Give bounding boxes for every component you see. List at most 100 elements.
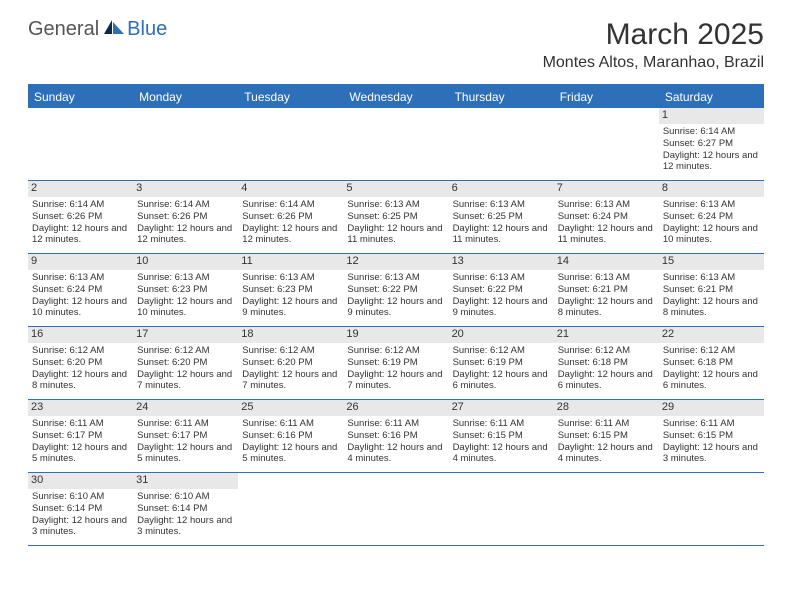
sunset-text: Sunset: 6:22 PM bbox=[347, 284, 444, 296]
day-cell: 10Sunrise: 6:13 AMSunset: 6:23 PMDayligh… bbox=[133, 254, 238, 326]
daylight-text: Daylight: 12 hours and 9 minutes. bbox=[347, 296, 444, 320]
weekday-header: Sunday bbox=[28, 86, 133, 108]
day-cell: 7Sunrise: 6:13 AMSunset: 6:24 PMDaylight… bbox=[554, 181, 659, 253]
daylight-text: Daylight: 12 hours and 5 minutes. bbox=[32, 442, 129, 466]
daylight-text: Daylight: 12 hours and 9 minutes. bbox=[242, 296, 339, 320]
day-number: 4 bbox=[238, 181, 343, 197]
sunrise-text: Sunrise: 6:12 AM bbox=[453, 345, 550, 357]
daylight-text: Daylight: 12 hours and 3 minutes. bbox=[663, 442, 760, 466]
day-number: 3 bbox=[133, 181, 238, 197]
sunrise-text: Sunrise: 6:13 AM bbox=[347, 272, 444, 284]
logo-text-general: General bbox=[28, 18, 99, 41]
day-cell: 21Sunrise: 6:12 AMSunset: 6:18 PMDayligh… bbox=[554, 327, 659, 399]
day-number: 9 bbox=[28, 254, 133, 270]
week-row: 23Sunrise: 6:11 AMSunset: 6:17 PMDayligh… bbox=[28, 400, 764, 473]
day-cell bbox=[343, 108, 448, 180]
day-number: 1 bbox=[659, 108, 764, 124]
weeks-container: 1Sunrise: 6:14 AMSunset: 6:27 PMDaylight… bbox=[28, 108, 764, 546]
day-number: 14 bbox=[554, 254, 659, 270]
weekday-header-row: Sunday Monday Tuesday Wednesday Thursday… bbox=[28, 86, 764, 108]
sunrise-text: Sunrise: 6:12 AM bbox=[137, 345, 234, 357]
weekday-header: Friday bbox=[554, 86, 659, 108]
sunset-text: Sunset: 6:21 PM bbox=[558, 284, 655, 296]
sunset-text: Sunset: 6:26 PM bbox=[32, 211, 129, 223]
daylight-text: Daylight: 12 hours and 5 minutes. bbox=[242, 442, 339, 466]
day-number: 21 bbox=[554, 327, 659, 343]
day-cell: 13Sunrise: 6:13 AMSunset: 6:22 PMDayligh… bbox=[449, 254, 554, 326]
sunrise-text: Sunrise: 6:14 AM bbox=[32, 199, 129, 211]
day-cell: 26Sunrise: 6:11 AMSunset: 6:16 PMDayligh… bbox=[343, 400, 448, 472]
day-number: 25 bbox=[238, 400, 343, 416]
day-cell: 14Sunrise: 6:13 AMSunset: 6:21 PMDayligh… bbox=[554, 254, 659, 326]
day-number: 16 bbox=[28, 327, 133, 343]
day-cell: 23Sunrise: 6:11 AMSunset: 6:17 PMDayligh… bbox=[28, 400, 133, 472]
day-number: 10 bbox=[133, 254, 238, 270]
sunrise-text: Sunrise: 6:11 AM bbox=[32, 418, 129, 430]
day-cell: 8Sunrise: 6:13 AMSunset: 6:24 PMDaylight… bbox=[659, 181, 764, 253]
title-block: March 2025 Montes Altos, Maranhao, Brazi… bbox=[543, 18, 764, 72]
daylight-text: Daylight: 12 hours and 8 minutes. bbox=[663, 296, 760, 320]
day-cell: 18Sunrise: 6:12 AMSunset: 6:20 PMDayligh… bbox=[238, 327, 343, 399]
weekday-header: Monday bbox=[133, 86, 238, 108]
daylight-text: Daylight: 12 hours and 7 minutes. bbox=[347, 369, 444, 393]
sunset-text: Sunset: 6:20 PM bbox=[32, 357, 129, 369]
day-cell: 30Sunrise: 6:10 AMSunset: 6:14 PMDayligh… bbox=[28, 473, 133, 545]
sunrise-text: Sunrise: 6:10 AM bbox=[137, 491, 234, 503]
sunset-text: Sunset: 6:15 PM bbox=[453, 430, 550, 442]
header: General Blue March 2025 Montes Altos, Ma… bbox=[0, 0, 792, 80]
sunrise-text: Sunrise: 6:14 AM bbox=[137, 199, 234, 211]
sunset-text: Sunset: 6:23 PM bbox=[137, 284, 234, 296]
sunrise-text: Sunrise: 6:12 AM bbox=[347, 345, 444, 357]
day-cell: 12Sunrise: 6:13 AMSunset: 6:22 PMDayligh… bbox=[343, 254, 448, 326]
sunrise-text: Sunrise: 6:11 AM bbox=[453, 418, 550, 430]
day-cell: 5Sunrise: 6:13 AMSunset: 6:25 PMDaylight… bbox=[343, 181, 448, 253]
day-number: 29 bbox=[659, 400, 764, 416]
day-number: 28 bbox=[554, 400, 659, 416]
sunset-text: Sunset: 6:19 PM bbox=[347, 357, 444, 369]
day-number: 17 bbox=[133, 327, 238, 343]
day-cell: 27Sunrise: 6:11 AMSunset: 6:15 PMDayligh… bbox=[449, 400, 554, 472]
weekday-header: Tuesday bbox=[238, 86, 343, 108]
page-title: March 2025 bbox=[543, 18, 764, 52]
sunset-text: Sunset: 6:24 PM bbox=[558, 211, 655, 223]
sunset-text: Sunset: 6:20 PM bbox=[137, 357, 234, 369]
sunset-text: Sunset: 6:15 PM bbox=[663, 430, 760, 442]
day-number: 22 bbox=[659, 327, 764, 343]
sunrise-text: Sunrise: 6:13 AM bbox=[32, 272, 129, 284]
day-number: 19 bbox=[343, 327, 448, 343]
sunset-text: Sunset: 6:14 PM bbox=[137, 503, 234, 515]
daylight-text: Daylight: 12 hours and 11 minutes. bbox=[558, 223, 655, 247]
sunset-text: Sunset: 6:24 PM bbox=[32, 284, 129, 296]
daylight-text: Daylight: 12 hours and 3 minutes. bbox=[137, 515, 234, 539]
day-number: 27 bbox=[449, 400, 554, 416]
sunset-text: Sunset: 6:23 PM bbox=[242, 284, 339, 296]
sunset-text: Sunset: 6:25 PM bbox=[453, 211, 550, 223]
day-number: 6 bbox=[449, 181, 554, 197]
day-number: 2 bbox=[28, 181, 133, 197]
sunrise-text: Sunrise: 6:14 AM bbox=[663, 126, 760, 138]
daylight-text: Daylight: 12 hours and 4 minutes. bbox=[558, 442, 655, 466]
sunrise-text: Sunrise: 6:13 AM bbox=[453, 199, 550, 211]
daylight-text: Daylight: 12 hours and 11 minutes. bbox=[347, 223, 444, 247]
sunset-text: Sunset: 6:17 PM bbox=[32, 430, 129, 442]
day-cell: 31Sunrise: 6:10 AMSunset: 6:14 PMDayligh… bbox=[133, 473, 238, 545]
day-cell: 22Sunrise: 6:12 AMSunset: 6:18 PMDayligh… bbox=[659, 327, 764, 399]
day-number: 11 bbox=[238, 254, 343, 270]
sunrise-text: Sunrise: 6:11 AM bbox=[663, 418, 760, 430]
daylight-text: Daylight: 12 hours and 4 minutes. bbox=[347, 442, 444, 466]
daylight-text: Daylight: 12 hours and 12 minutes. bbox=[242, 223, 339, 247]
daylight-text: Daylight: 12 hours and 6 minutes. bbox=[558, 369, 655, 393]
weekday-header: Saturday bbox=[659, 86, 764, 108]
week-row: 1Sunrise: 6:14 AMSunset: 6:27 PMDaylight… bbox=[28, 108, 764, 181]
sunset-text: Sunset: 6:16 PM bbox=[347, 430, 444, 442]
weekday-header: Thursday bbox=[449, 86, 554, 108]
day-cell: 4 Sunrise: 6:14 AMSunset: 6:26 PMDaylight… bbox=[238, 181, 343, 253]
day-cell: 15Sunrise: 6:13 AMSunset: 6:21 PMDayligh… bbox=[659, 254, 764, 326]
day-cell: 11Sunrise: 6:13 AMSunset: 6:23 PMDayligh… bbox=[238, 254, 343, 326]
day-cell: 2Sunrise: 6:14 AMSunset: 6:26 PMDaylight… bbox=[28, 181, 133, 253]
sunset-text: Sunset: 6:26 PM bbox=[242, 211, 339, 223]
week-row: 2Sunrise: 6:14 AMSunset: 6:26 PMDaylight… bbox=[28, 181, 764, 254]
day-cell bbox=[133, 108, 238, 180]
sunrise-text: Sunrise: 6:14 AM bbox=[242, 199, 339, 211]
sunset-text: Sunset: 6:21 PM bbox=[663, 284, 760, 296]
